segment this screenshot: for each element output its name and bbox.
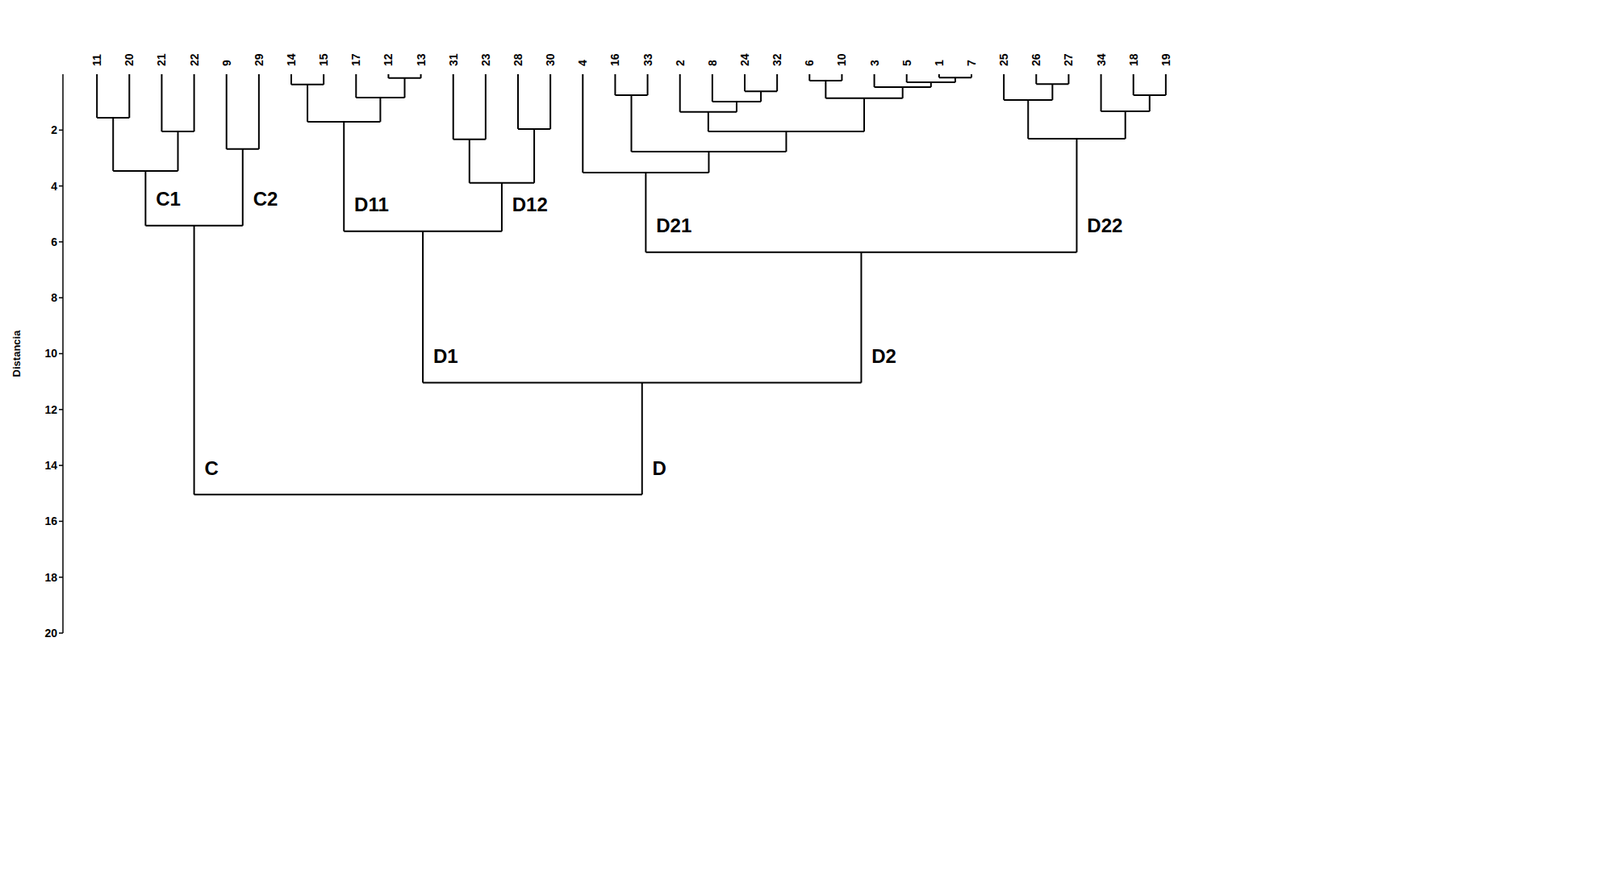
svg-text:29: 29 <box>252 53 266 67</box>
svg-text:8: 8 <box>50 291 58 305</box>
svg-text:C2: C2 <box>253 187 279 210</box>
svg-text:15: 15 <box>317 53 331 67</box>
svg-text:D2: D2 <box>871 345 897 368</box>
svg-text:16: 16 <box>44 514 58 528</box>
svg-text:6: 6 <box>802 59 816 67</box>
svg-text:28: 28 <box>511 53 525 67</box>
svg-text:18: 18 <box>1127 53 1141 67</box>
svg-text:17: 17 <box>349 53 363 67</box>
svg-text:1: 1 <box>932 59 946 67</box>
svg-text:4: 4 <box>576 59 590 67</box>
svg-text:22: 22 <box>187 53 201 67</box>
svg-text:C: C <box>204 457 218 480</box>
svg-text:D: D <box>652 457 667 480</box>
svg-text:33: 33 <box>641 53 655 67</box>
svg-text:31: 31 <box>446 53 460 67</box>
svg-text:24: 24 <box>738 53 752 67</box>
svg-text:9: 9 <box>220 59 234 67</box>
svg-text:30: 30 <box>543 53 557 67</box>
svg-text:D11: D11 <box>354 193 389 216</box>
svg-text:26: 26 <box>1029 53 1043 67</box>
svg-text:10: 10 <box>835 53 849 67</box>
svg-text:2: 2 <box>673 59 687 67</box>
svg-text:23: 23 <box>479 53 493 67</box>
svg-text:3: 3 <box>868 59 882 67</box>
svg-text:C1: C1 <box>155 187 181 210</box>
svg-text:D21: D21 <box>655 214 692 237</box>
svg-text:21: 21 <box>154 53 168 67</box>
svg-text:5: 5 <box>900 59 914 67</box>
svg-text:8: 8 <box>706 59 719 67</box>
svg-text:20: 20 <box>44 626 58 640</box>
svg-text:27: 27 <box>1061 53 1075 67</box>
svg-text:12: 12 <box>381 53 395 67</box>
svg-text:D22: D22 <box>1086 214 1123 237</box>
svg-text:Distancia: Distancia <box>10 330 23 378</box>
svg-text:32: 32 <box>770 53 784 67</box>
svg-text:11: 11 <box>90 54 104 67</box>
svg-text:13: 13 <box>414 53 428 67</box>
svg-text:D1: D1 <box>433 345 459 368</box>
svg-text:19: 19 <box>1159 53 1173 67</box>
svg-text:25: 25 <box>997 53 1011 67</box>
svg-text:14: 14 <box>44 459 58 473</box>
svg-text:6: 6 <box>50 235 58 249</box>
svg-text:16: 16 <box>608 53 622 67</box>
svg-text:18: 18 <box>44 571 58 585</box>
svg-text:34: 34 <box>1094 53 1108 67</box>
svg-text:7: 7 <box>965 59 978 67</box>
svg-text:4: 4 <box>50 179 58 193</box>
svg-text:10: 10 <box>44 346 58 360</box>
svg-text:2: 2 <box>50 123 58 137</box>
svg-text:D12: D12 <box>512 193 548 216</box>
svg-text:14: 14 <box>284 53 298 67</box>
svg-text:12: 12 <box>44 403 58 417</box>
svg-text:20: 20 <box>122 53 136 67</box>
